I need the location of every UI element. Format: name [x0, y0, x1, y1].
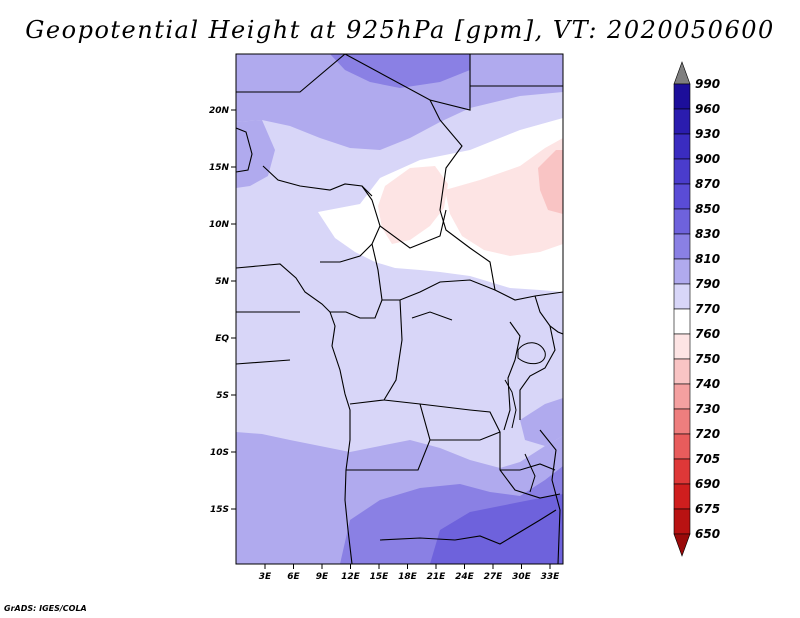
lakes	[411, 311, 546, 493]
longitude-axis: 3E 6E 9E 12E 15E 18E 21E 24E 27E 30E 33E	[259, 564, 560, 582]
colorbar-level-label: 810	[695, 252, 720, 266]
colorbar-bottom-triangle	[673, 533, 691, 557]
colorbar-swatch	[673, 408, 691, 435]
colorbar-swatch	[673, 208, 691, 235]
colorbar-level-label: 730	[695, 402, 720, 416]
chart-title: Geopotential Height at 925hPa [gpm], VT:…	[25, 16, 775, 44]
lat-tick-label: 5N	[215, 277, 229, 287]
colorbar-swatch	[673, 508, 691, 535]
field-pink-west	[378, 166, 448, 244]
lat-tick-label: 10S	[210, 448, 229, 458]
lat-tick-label: 5S	[216, 391, 229, 401]
colorbar-level-label: 770	[695, 302, 720, 316]
colorbar-level-label: 705	[695, 452, 720, 466]
colorbar-swatch	[673, 308, 691, 335]
colorbar-swatch	[673, 358, 691, 385]
colorbar-level-label: 650	[695, 527, 720, 541]
colorbar-level-label: 830	[695, 227, 720, 241]
lat-tick-label: 10N	[209, 220, 230, 230]
colorbar-level-label: 870	[695, 177, 720, 191]
lon-tick-label: 3E	[259, 572, 272, 582]
lon-tick-label: 21E	[427, 572, 447, 582]
colorbar-level-label: 675	[695, 502, 720, 516]
colorbar-swatch	[673, 333, 691, 360]
lon-tick-label: 6E	[287, 572, 300, 582]
field-north-850	[330, 54, 470, 88]
grads-credit: GrADS: IGES/COLA	[4, 604, 87, 613]
field-pink-core	[538, 150, 563, 214]
field-northwest-830	[236, 120, 275, 188]
colorbar-swatch	[673, 258, 691, 285]
lon-tick-label: 24E	[455, 572, 475, 582]
lat-tick-label: 15N	[209, 163, 230, 173]
lon-tick-label: 9E	[316, 572, 329, 582]
field-southeast-830	[520, 398, 563, 446]
colorbar-level-label: 790	[695, 277, 720, 291]
lon-tick-label: 27E	[484, 572, 504, 582]
colorbar-level-label: 740	[695, 377, 720, 391]
colorbar-swatch	[673, 283, 691, 310]
colorbar-level-label: 750	[695, 352, 720, 366]
colorbar-level-label: 900	[695, 152, 720, 166]
coastlines-borders	[236, 54, 563, 564]
lon-tick-label: 12E	[341, 572, 361, 582]
colorbar-swatch	[673, 458, 691, 485]
colorbar-swatch	[673, 233, 691, 260]
colorbar-level-label: 960	[695, 102, 720, 116]
field-south-850	[430, 494, 563, 564]
colorbar-swatch	[673, 483, 691, 510]
colorbar-swatch	[673, 83, 691, 110]
colorbar-swatch	[673, 183, 691, 210]
height-field	[236, 54, 563, 564]
colorbar-swatch	[673, 108, 691, 135]
lon-tick-label: 15E	[370, 572, 390, 582]
lat-tick-label: 20N	[209, 106, 230, 116]
colorbar-swatch	[673, 433, 691, 460]
lat-tick-label: EQ	[215, 334, 229, 344]
colorbar-level-label: 690	[695, 477, 720, 491]
lat-tick-label: 15S	[210, 505, 229, 515]
field-pink-east	[445, 138, 563, 256]
lon-tick-label: 30E	[512, 572, 532, 582]
colorbar-swatch	[673, 383, 691, 410]
colorbar-top-triangle	[673, 61, 691, 85]
colorbar-level-label: 850	[695, 202, 720, 216]
colorbar-level-label: 760	[695, 327, 720, 341]
colorbar-level-label: 930	[695, 127, 720, 141]
colorbar-swatch	[673, 158, 691, 185]
colorbar-level-label: 990	[695, 77, 720, 91]
colorbar-level-label: 720	[695, 427, 720, 441]
field-northeast-blue	[470, 54, 563, 86]
lon-tick-label: 18E	[398, 572, 418, 582]
colorbar-swatch	[673, 133, 691, 160]
latitude-axis: 20N 15N 10N 5N EQ 5S 10S 15S	[209, 106, 236, 515]
lon-tick-label: 33E	[541, 572, 561, 582]
colorbar: 990 960 930 900 870 850 830 810 790 770 760 750 740 7…	[673, 61, 720, 557]
map-frame	[235, 53, 564, 565]
